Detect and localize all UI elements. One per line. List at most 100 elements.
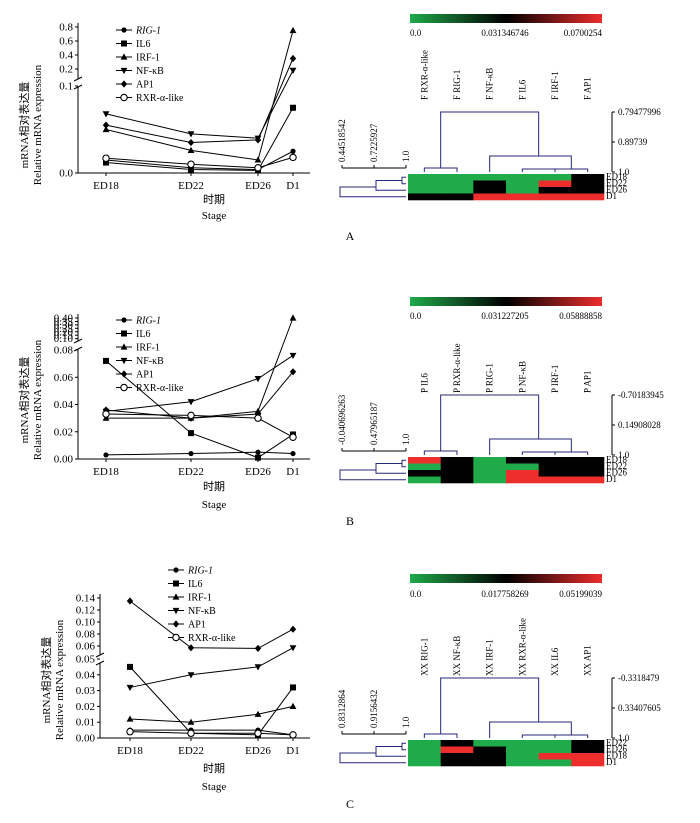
dendro-scale-label: 0.14908028 bbox=[618, 420, 661, 430]
y-tick-label: 0.20 bbox=[54, 326, 74, 338]
scale-label-max: 0.0700254 bbox=[564, 28, 603, 38]
marker bbox=[127, 663, 133, 670]
legend-label: RXR-α-like bbox=[136, 383, 184, 394]
marker bbox=[289, 314, 297, 321]
column-label: XX RIG-1 bbox=[419, 638, 429, 676]
marker bbox=[103, 159, 109, 166]
marker bbox=[254, 414, 262, 422]
series-irf-1 bbox=[102, 314, 297, 421]
heatmap-cell bbox=[440, 193, 474, 201]
marker bbox=[120, 357, 128, 365]
heatmap-cell bbox=[538, 174, 572, 181]
marker bbox=[187, 729, 195, 738]
heatmap-cell bbox=[473, 193, 507, 201]
heatmap-cell bbox=[408, 759, 441, 767]
marker bbox=[289, 26, 297, 34]
axis-break bbox=[95, 660, 105, 666]
dendro-scale-label: 0.89739 bbox=[618, 137, 648, 147]
row-dendrogram: 0.8312864 0.9156432 1.0 bbox=[337, 689, 411, 764]
heatmap-cell bbox=[506, 740, 539, 747]
x-axis-title-cn: 时期 bbox=[203, 480, 225, 493]
column-dendrogram: -0.70183945 0.14908028 1.0 bbox=[423, 390, 664, 460]
y-tick-label: 0.1 bbox=[59, 81, 73, 93]
color-scale-bar bbox=[410, 14, 602, 23]
heatmap-cell bbox=[440, 457, 474, 464]
dendro-branch bbox=[375, 746, 406, 757]
legend: RIG-1 IL6 IRF-1 NF-κB AP1 RXR-α-like bbox=[168, 566, 236, 644]
heatmap-cell bbox=[571, 470, 605, 477]
legend-item: IRF-1 bbox=[116, 343, 160, 354]
y-tick-label: 0.30 bbox=[54, 319, 74, 331]
series-line bbox=[105, 413, 294, 438]
dendro-scale-label: 1.0 bbox=[618, 450, 630, 460]
row-label: ED18 bbox=[606, 455, 627, 465]
legend-item: NF-κB bbox=[168, 606, 216, 617]
y-tick-label: 0.04 bbox=[76, 669, 96, 681]
scale-label-min: 0.0 bbox=[410, 589, 422, 599]
marker bbox=[103, 357, 109, 364]
panel-label: A bbox=[346, 229, 355, 243]
heatmap-cell bbox=[408, 174, 441, 181]
x-tick-label: ED18 bbox=[93, 466, 119, 478]
column-label: P IL6 bbox=[419, 373, 429, 393]
y-tick-label: 0.35 bbox=[54, 316, 74, 328]
marker bbox=[254, 164, 262, 172]
legend-item: RIG-1 bbox=[168, 566, 213, 577]
row-label: ED26 bbox=[606, 468, 627, 478]
series-line bbox=[105, 70, 294, 139]
legend: RIG-1 IL6 IRF-1 NF-κB AP1 RXR-α-like bbox=[116, 26, 184, 104]
series-ap1 bbox=[126, 597, 297, 652]
y-tick-label: 0.00 bbox=[54, 454, 74, 466]
legend-item: IL6 bbox=[168, 579, 202, 590]
heatmap-cell bbox=[538, 193, 572, 201]
heatmap-cell bbox=[506, 476, 539, 484]
marker bbox=[188, 166, 194, 173]
marker bbox=[254, 136, 262, 144]
dendro-scale-label: 0.9156432 bbox=[369, 690, 379, 728]
heatmap-cell bbox=[571, 759, 605, 767]
legend-label: NF-κB bbox=[136, 356, 164, 367]
y-tick-label: 0.01 bbox=[76, 717, 95, 729]
y-tick-label: 0.25 bbox=[54, 323, 74, 335]
x-tick-label: ED18 bbox=[117, 745, 143, 757]
dendro-branch bbox=[521, 734, 589, 738]
marker bbox=[289, 645, 297, 652]
marker bbox=[290, 148, 296, 154]
y-axis-title-en: Relative mRNA expression bbox=[32, 339, 44, 460]
heatmap-cell bbox=[408, 476, 441, 484]
heatmap-cell bbox=[506, 746, 539, 754]
dendro-scale-label: 1.0 bbox=[618, 733, 630, 743]
x-tick-label: ED26 bbox=[245, 466, 271, 478]
heatmap-cell bbox=[538, 746, 572, 754]
marker bbox=[254, 729, 262, 738]
series-line bbox=[105, 355, 294, 412]
x-tick-label: D1 bbox=[286, 180, 299, 192]
dendro-branch bbox=[521, 451, 589, 455]
legend-label: IL6 bbox=[188, 579, 202, 590]
series-line bbox=[105, 156, 294, 169]
legend-item: NF-κB bbox=[116, 356, 164, 367]
legend-item: RXR-α-like bbox=[116, 93, 184, 104]
y-axis-title-en: Relative mRNA expression bbox=[32, 64, 44, 185]
heatmap-cell bbox=[440, 187, 474, 194]
column-label: F IRF-1 bbox=[550, 71, 560, 100]
dendro-scale-label: -0.3318479 bbox=[618, 673, 660, 683]
y-tick-label: 0.10 bbox=[54, 333, 74, 345]
heatmap-cell bbox=[473, 174, 507, 181]
x-tick-label: ED18 bbox=[93, 180, 119, 192]
heatmap: 0.0 0.031227205 0.05888858 P IL6 P RXR-α-lik… bbox=[337, 297, 664, 484]
row-label: D1 bbox=[606, 191, 617, 201]
y-tick-label: 0.08 bbox=[54, 345, 74, 357]
heatmap-cell bbox=[408, 740, 441, 747]
marker bbox=[255, 449, 261, 455]
marker bbox=[289, 702, 297, 709]
heatmap-cell bbox=[506, 759, 539, 767]
legend-item: IL6 bbox=[116, 329, 150, 340]
marker bbox=[120, 80, 128, 88]
axis-break bbox=[73, 338, 83, 344]
marker bbox=[120, 343, 128, 350]
heatmap-cell bbox=[408, 193, 441, 201]
heatmap-cell bbox=[473, 187, 507, 194]
heatmap-cell bbox=[506, 180, 539, 188]
heatmap-cell bbox=[473, 476, 507, 484]
